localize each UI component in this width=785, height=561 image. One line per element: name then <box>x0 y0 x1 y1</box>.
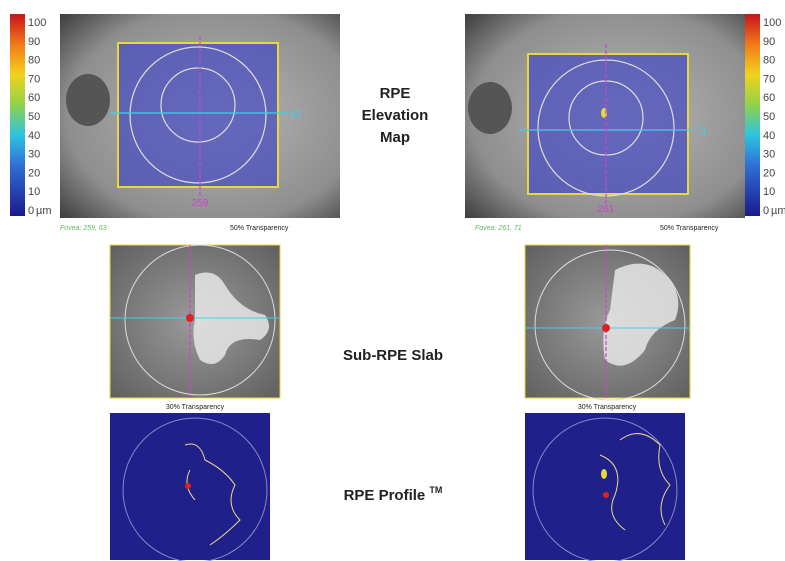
row-label: Map <box>380 129 410 146</box>
x-marker: 261 <box>598 204 615 215</box>
colorbar-tick-label: 20 <box>28 167 40 179</box>
colorbar-unit: µm <box>36 205 52 217</box>
colorbar-tick-label: 50 <box>763 111 775 123</box>
colorbar-tick-label: 90 <box>763 36 775 48</box>
row-label: Sub-RPE Slab <box>343 347 443 364</box>
slab-panel-left: 30% Transparency <box>110 245 280 411</box>
row-label: Elevation <box>362 107 429 124</box>
profile-panel-left <box>110 413 270 561</box>
colorbar-unit: µm <box>771 205 785 217</box>
colorbar-tick-label: 50 <box>28 111 40 123</box>
colorbar-tick-label: 80 <box>763 55 775 67</box>
colorbar-tick-label: 60 <box>763 92 775 104</box>
transparency-label: 50% Transparency <box>660 225 719 232</box>
colorbar-tick-label: 0 <box>28 205 34 217</box>
colorbar-tick-label: 30 <box>763 149 775 161</box>
colorbar-tick-label: 80 <box>28 55 40 67</box>
colorbar <box>10 14 25 216</box>
colorbar-tick-label: 0 <box>763 205 769 217</box>
colorbar-tick-label: 70 <box>763 73 775 85</box>
row-label-text: RPE Profile <box>344 487 426 504</box>
y-marker: 71 <box>696 126 708 137</box>
colorbar-tick-label: 40 <box>763 130 775 142</box>
colorbar-tick-label: 30 <box>28 149 40 161</box>
colorbar-tick-label: 40 <box>28 130 40 142</box>
row-label: RPE Profile TM <box>344 485 443 504</box>
transparency-label: 30% Transparency <box>166 404 225 411</box>
elevation-panel-left: 63 259 Fovea: 259, 63 50% Transparency <box>60 14 340 232</box>
elevation-panel-right: 71 261 Fovea: 261, 71 50% Transparency <box>465 14 745 232</box>
profile-panel-right <box>525 413 685 561</box>
slab-panel-right: 30% Transparency <box>525 245 690 411</box>
colorbar-tick-label: 100 <box>28 17 46 29</box>
trademark: TM <box>429 485 442 495</box>
fovea-label: Fovea: 261, 71 <box>475 225 522 232</box>
colorbar-tick-label: 90 <box>28 36 40 48</box>
colorbar-tick-label: 10 <box>763 186 775 198</box>
transparency-label: 50% Transparency <box>230 225 289 232</box>
colorbar <box>745 14 760 216</box>
y-marker: 63 <box>290 109 302 120</box>
colorbar-tick-label: 10 <box>28 186 40 198</box>
row-label: RPE <box>380 85 411 102</box>
fovea-label: Fovea: 259, 63 <box>60 225 107 232</box>
x-marker: 259 <box>192 198 209 209</box>
colorbar-tick-label: 100 <box>763 17 781 29</box>
transparency-label: 30% Transparency <box>578 404 637 411</box>
colorbar-tick-label: 60 <box>28 92 40 104</box>
figure: 63 259 Fovea: 259, 63 50% Transparency 7… <box>0 0 785 561</box>
colorbar-tick-label: 20 <box>763 167 775 179</box>
colorbar-tick-label: 70 <box>28 73 40 85</box>
